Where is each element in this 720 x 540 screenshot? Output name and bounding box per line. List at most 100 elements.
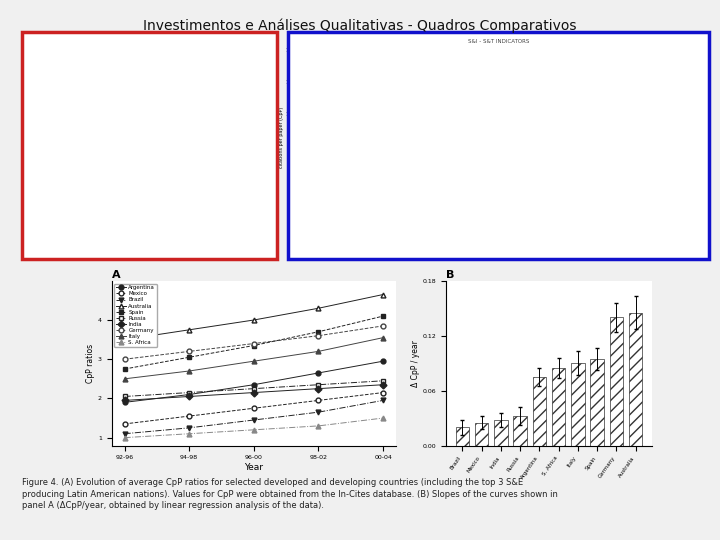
Point <box>647 154 658 163</box>
Line: India: India <box>122 382 385 403</box>
Point <box>319 193 330 202</box>
Spain <box>314 328 323 335</box>
Point <box>400 89 412 97</box>
Line: Australia: Australia <box>122 292 385 342</box>
Point <box>687 90 698 98</box>
Point <box>663 116 675 125</box>
India <box>314 386 323 392</box>
Germany <box>120 356 129 362</box>
Italy <box>379 334 387 341</box>
Italy <box>250 358 258 365</box>
Line: Germany: Germany <box>122 323 385 362</box>
Italy <box>185 368 194 374</box>
Point <box>569 192 580 201</box>
Spain <box>185 354 194 361</box>
S. Africa <box>314 423 323 429</box>
Point <box>374 123 385 132</box>
Point <box>328 198 339 207</box>
Point <box>329 177 341 186</box>
India <box>120 397 129 403</box>
Point <box>544 45 555 53</box>
Argentina <box>250 381 258 388</box>
Argentina <box>314 370 323 376</box>
Point <box>642 120 654 129</box>
Point <box>467 170 478 178</box>
Germany <box>379 323 387 329</box>
Australia <box>379 291 387 298</box>
Russia <box>314 381 323 388</box>
Point <box>498 116 509 125</box>
Argentina <box>120 399 129 406</box>
Mexico <box>314 397 323 403</box>
Y-axis label: citations per paper (CpP): citations per paper (CpP) <box>279 107 284 168</box>
Text: B: B <box>446 270 455 280</box>
Bar <box>494 420 508 445</box>
Bar <box>571 363 585 446</box>
Y-axis label: CpP ratios: CpP ratios <box>86 343 95 383</box>
Text: +FR+GB: +FR+GB <box>161 134 184 139</box>
Text: Mx+CH+RU: Mx+CH+RU <box>87 203 120 208</box>
Text: C: C <box>573 40 580 50</box>
Point <box>611 118 623 127</box>
Point <box>315 163 327 172</box>
Point <box>434 206 446 215</box>
Text: A: A <box>112 270 120 280</box>
Legend: Argentina, Mexico, Brazil, Australia, Spain, Russia, India, Germany, Italy, S. A: Argentina, Mexico, Brazil, Australia, Sp… <box>114 284 157 347</box>
India <box>379 381 387 388</box>
X-axis label: Researchers per
million inhabitants
(RpM): Researchers per million inhabitants (RpM… <box>612 241 657 258</box>
X-axis label: Year: Year <box>244 463 264 472</box>
Line: Mexico: Mexico <box>122 390 385 427</box>
Spain <box>379 313 387 319</box>
Point <box>530 124 541 133</box>
X-axis label: GDP per capita (USD): GDP per capita (USD) <box>470 241 527 246</box>
Text: +JP: +JP <box>184 148 193 153</box>
Point <box>361 161 373 170</box>
Germany <box>185 348 194 355</box>
Y-axis label: Citations per Paper: Citations per Paper <box>36 112 45 185</box>
Point <box>485 129 497 137</box>
Point <box>575 201 586 210</box>
Point <box>624 101 635 110</box>
Point <box>546 102 557 110</box>
Russia <box>185 389 194 396</box>
Brazil <box>185 424 194 431</box>
X-axis label: GERD (% GDP): GERD (% GDP) <box>343 241 382 246</box>
Line: Spain: Spain <box>122 314 385 372</box>
Point <box>656 93 667 102</box>
Argentina <box>185 392 194 398</box>
Spain <box>250 342 258 349</box>
Point <box>686 86 698 94</box>
Point <box>572 178 583 187</box>
Text: S&I - S&T INDICATORS: S&I - S&T INDICATORS <box>468 39 529 44</box>
Text: Figure 4. (A) Evolution of average CpP ratios for selected developed and develop: Figure 4. (A) Evolution of average CpP r… <box>22 478 557 510</box>
Mexico <box>379 389 387 396</box>
Text: UK+CA: UK+CA <box>158 120 178 125</box>
Bar <box>456 427 469 446</box>
Line: Brazil: Brazil <box>122 398 385 436</box>
Australia <box>314 305 323 312</box>
Argentina <box>379 358 387 365</box>
Point <box>312 173 324 181</box>
Point <box>669 88 680 97</box>
Brazil <box>379 397 387 403</box>
Bar <box>533 377 546 445</box>
Point <box>604 197 616 205</box>
Australia <box>120 336 129 343</box>
Point <box>315 202 327 211</box>
Y-axis label: Δ CpP / year: Δ CpP / year <box>411 340 420 387</box>
Mexico <box>250 405 258 411</box>
Text: IT: IT <box>135 161 140 166</box>
Point <box>337 184 348 193</box>
Point <box>377 136 388 145</box>
Point <box>402 85 414 94</box>
Point <box>527 82 539 91</box>
Point <box>312 200 324 208</box>
Point <box>354 165 365 174</box>
Point <box>673 100 685 109</box>
S. Africa <box>379 415 387 421</box>
Point <box>597 183 608 192</box>
Brazil <box>250 417 258 423</box>
Germany <box>250 340 258 347</box>
Point <box>515 106 526 115</box>
Text: B: B <box>437 40 444 50</box>
